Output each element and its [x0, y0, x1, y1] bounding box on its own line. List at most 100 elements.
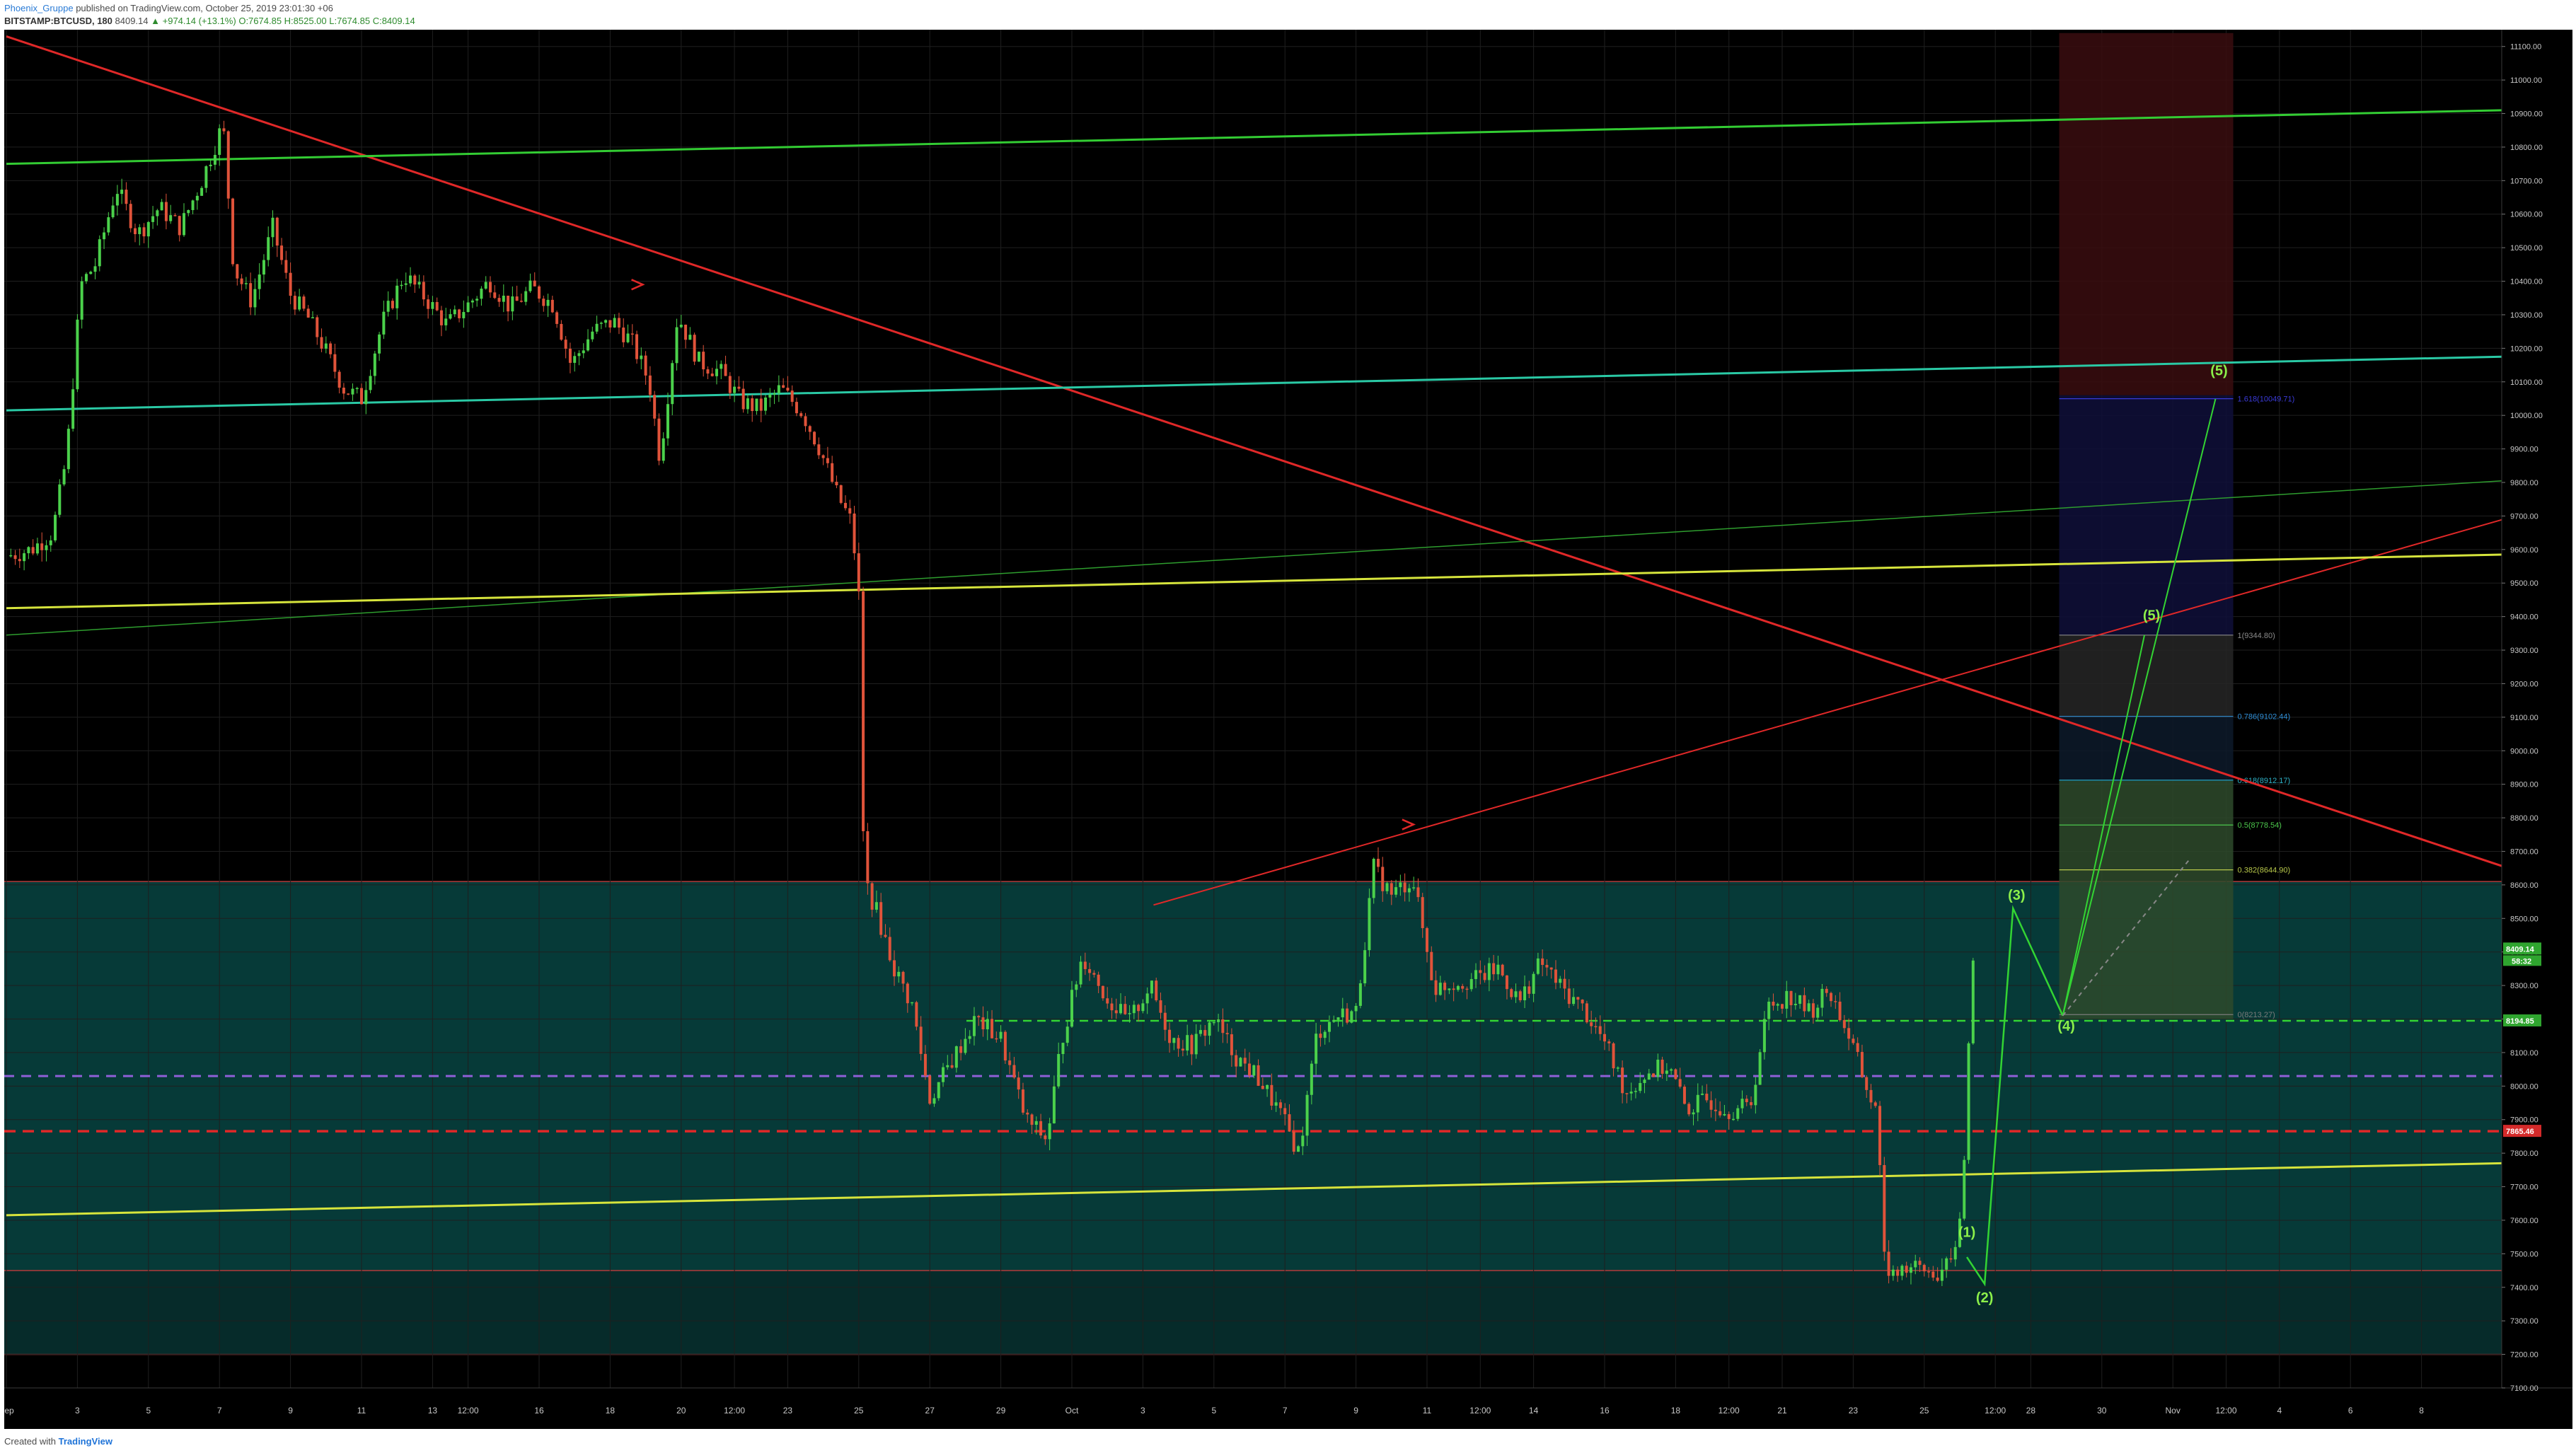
candle-body [502, 295, 505, 302]
candle-body [1132, 1005, 1136, 1014]
candle-body [1670, 1069, 1673, 1071]
candle-body [879, 902, 883, 935]
author-link[interactable]: Phoenix_Gruppe [4, 3, 74, 13]
candle-body [1842, 1020, 1846, 1029]
candle-body [790, 390, 794, 403]
candle-body [409, 275, 412, 284]
candle-body [213, 154, 216, 165]
wave-label: (3) [2008, 888, 2025, 903]
candle-body [1341, 1008, 1344, 1018]
candle-body [1399, 882, 1402, 888]
candle-body [671, 363, 674, 405]
candle-body [160, 202, 163, 211]
created-with-label: Created with [4, 1436, 56, 1447]
candle-body [449, 314, 452, 319]
candle-body [1616, 1067, 1619, 1069]
candle-body [533, 280, 536, 286]
y-tick-label: 7800.00 [2510, 1150, 2539, 1158]
price-chart[interactable]: 1.618(10049.71) 1(9344.80) 0.786(9102.44) 0… [4, 30, 2572, 1429]
fib-level-label: 1(9344.80) [2238, 632, 2275, 640]
candle-body [9, 555, 13, 557]
y-tick-label: 7300.00 [2510, 1317, 2539, 1326]
candle-body [1434, 980, 1438, 995]
candle-body [648, 375, 652, 395]
candle-body [942, 1067, 945, 1082]
trendline-channel-mid [6, 355, 2502, 412]
candle-body [1549, 967, 1553, 970]
candle-body [799, 413, 803, 417]
current-price-tag-extra-bg [2503, 955, 2541, 966]
candle-body [795, 402, 798, 414]
candle-body [1492, 963, 1496, 975]
candle-body [1905, 1266, 1908, 1273]
chart-area[interactable]: 1.618(10049.71) 1(9344.80) 0.786(9102.44) 0… [4, 30, 2572, 1429]
candle-body [1963, 1159, 1966, 1219]
last-price: 8409.14 [115, 16, 149, 26]
candle-body [1461, 985, 1465, 989]
candle-body [493, 292, 497, 299]
candle-body [1448, 988, 1451, 990]
y-tick-label: 10400.00 [2510, 278, 2543, 286]
candle-body [1217, 1019, 1220, 1022]
candle-body [258, 274, 261, 289]
red-level-tag-bg [2503, 1125, 2541, 1137]
candle-body [1719, 1111, 1722, 1116]
x-tick-label: 4 [2277, 1406, 2282, 1416]
candle-body [608, 320, 612, 328]
candle-body [946, 1065, 949, 1067]
candle-body [595, 323, 599, 332]
candle-body [391, 301, 394, 308]
candle-body [1532, 973, 1535, 994]
fib-level-label: 0.382(8644.90) [2238, 867, 2291, 875]
candle-body [1208, 1022, 1211, 1036]
candle-body [1257, 1065, 1260, 1086]
candle-body [901, 971, 905, 984]
candle-body [45, 545, 48, 550]
x-tick-label: 13 [428, 1406, 438, 1416]
candle-body [1155, 980, 1158, 1001]
x-tick-label: 9 [288, 1406, 293, 1416]
symbol-name: BITSTAMP:BTCUSD, 180 [4, 16, 112, 26]
candle-body [751, 398, 754, 412]
candle-body [1705, 1094, 1709, 1101]
candle-body [1607, 1041, 1611, 1043]
candle-body [702, 352, 705, 370]
candle-body [1044, 1135, 1047, 1140]
candle-body [1900, 1266, 1904, 1276]
candle-body [1496, 964, 1500, 975]
candle-body [1572, 997, 1576, 1005]
candle-body [688, 335, 692, 340]
candle-body [1940, 1269, 1943, 1281]
candle-body [439, 310, 443, 325]
candle-body [884, 934, 887, 937]
candle-body [337, 371, 341, 388]
tradingview-logo[interactable]: TradingView [58, 1436, 112, 1447]
candle-body [1350, 1011, 1353, 1023]
candle-body [915, 1002, 918, 1027]
candle-body [1949, 1258, 1953, 1260]
candle-body [1709, 1100, 1713, 1110]
y-tick-label: 9000.00 [2510, 747, 2539, 756]
trendline-channel-top [6, 109, 2502, 166]
candle-body [1390, 883, 1393, 895]
candle-body [413, 275, 417, 285]
candle-body [249, 283, 253, 308]
candle-body [1514, 991, 1518, 997]
candle-body [1887, 1251, 1890, 1276]
candle-body [1088, 968, 1092, 973]
y-tick-label: 7600.00 [2510, 1217, 2539, 1225]
candle-body [813, 432, 816, 445]
candle-body [550, 299, 554, 313]
candle-body [1163, 1012, 1167, 1030]
candle-body [1781, 1004, 1784, 1009]
candle-body [1394, 887, 1398, 895]
candle-body [187, 209, 190, 214]
candle-body [1931, 1271, 1935, 1278]
candle-body [466, 302, 470, 313]
candle-body [1101, 985, 1104, 999]
candle-body [280, 245, 284, 260]
x-tick-label: 16 [1600, 1406, 1610, 1416]
candle-body [1292, 1131, 1295, 1152]
candle-body [1967, 1043, 1970, 1160]
candle-body [231, 198, 235, 265]
